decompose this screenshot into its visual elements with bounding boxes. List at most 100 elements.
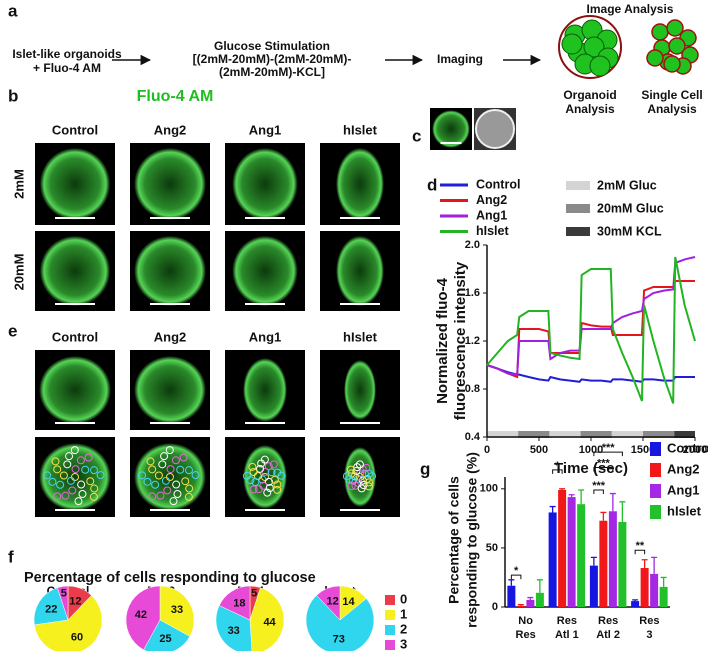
cell-roi — [264, 462, 273, 471]
cell-roi — [249, 468, 258, 477]
cell-roi — [53, 465, 62, 474]
legend-label: Ang2 — [667, 461, 700, 476]
significance-label: *** — [597, 457, 611, 469]
error-bar — [559, 488, 566, 490]
panel-label: e — [8, 321, 17, 340]
legend-label: 0 — [400, 591, 407, 606]
cell-roi — [242, 471, 251, 480]
organoid-image — [39, 356, 111, 424]
legend-label: Ang1 — [476, 208, 507, 222]
legend-label: Ang2 — [476, 193, 507, 207]
cell-roi — [53, 492, 62, 501]
cell-roi — [368, 472, 377, 481]
pie-slice — [249, 587, 285, 651]
x-tick-label: Atl 1 — [555, 629, 579, 641]
error-bar — [527, 596, 534, 600]
significance-bracket — [593, 489, 604, 494]
cell-roi — [251, 478, 260, 487]
error-bar — [600, 511, 607, 521]
cell-roi — [154, 471, 163, 480]
stimulation-band — [611, 431, 643, 438]
bar — [516, 605, 525, 607]
pie-value-label: 18 — [233, 597, 245, 609]
bar — [535, 592, 544, 607]
significance-label: * — [555, 460, 560, 472]
pie-value-label: 73 — [333, 634, 345, 646]
pie-value-label: 33 — [171, 604, 183, 616]
error-bar — [619, 501, 626, 522]
pie-value-label: 14 — [342, 596, 355, 608]
panel-label: c — [412, 126, 421, 145]
cell-roi — [148, 465, 157, 474]
x-tick-label: 3 — [646, 629, 652, 641]
cell-roi — [166, 465, 175, 474]
cell-icon — [583, 36, 605, 58]
line-series — [486, 256, 696, 376]
cell-roi — [172, 480, 181, 489]
bar — [599, 520, 608, 607]
organoid-image — [39, 443, 111, 511]
cell-roi — [151, 480, 160, 489]
bar — [640, 568, 649, 607]
panel-label: g — [420, 459, 430, 478]
organoid-image — [336, 235, 384, 307]
cell-icon — [589, 55, 611, 77]
cell-roi — [265, 484, 274, 493]
cell-roi — [360, 469, 369, 478]
cell-roi — [263, 488, 272, 497]
cell-roi — [156, 491, 165, 500]
workflow-step: Glucose Stimulation — [214, 39, 330, 53]
y-tick-label: 50 — [486, 542, 498, 554]
cell-roi — [184, 466, 193, 475]
panel-label: f — [8, 547, 14, 566]
cell-roi — [248, 462, 257, 471]
cell-icon — [561, 33, 583, 55]
single-cell-icon — [668, 37, 686, 55]
cell-roi — [43, 471, 52, 480]
error-bar — [590, 556, 597, 566]
cell-roi — [96, 471, 105, 480]
bar — [659, 586, 668, 607]
cell-roi — [138, 471, 147, 480]
panel-label: d — [427, 175, 437, 194]
y-axis-label: Percentage of cells — [446, 476, 462, 604]
cell-roi — [143, 477, 152, 486]
error-bar — [641, 559, 648, 568]
legend-swatch — [385, 595, 395, 605]
cell-roi — [176, 465, 185, 474]
bar — [507, 585, 516, 607]
analysis-title: Image Analysis — [587, 2, 674, 16]
cell-roi — [68, 486, 77, 495]
legend-swatch — [385, 610, 395, 620]
significance-label: *** — [602, 442, 616, 454]
cell-roi — [90, 484, 99, 493]
cell-roi — [365, 478, 374, 487]
cell-roi — [148, 492, 157, 501]
cell-roi — [70, 446, 79, 455]
significance-bracket — [510, 574, 522, 580]
error-bar — [568, 494, 575, 498]
y-tick-label: 1.2 — [465, 335, 480, 347]
x-tick-label: 1000 — [579, 444, 603, 456]
organoid-image — [39, 147, 111, 221]
organoid-bw — [475, 109, 515, 149]
legend-label: Ang1 — [667, 482, 700, 497]
pie-slice — [159, 585, 195, 637]
x-tick-label: 2000 — [683, 444, 707, 456]
significance-label: ** — [636, 540, 645, 552]
bar — [567, 497, 576, 607]
analysis-label: Organoid — [563, 88, 616, 102]
cell-roi — [273, 480, 282, 489]
pie-value-label: 44 — [263, 616, 276, 628]
organoid-image — [432, 110, 470, 148]
stimulation-label: 2mM Gluc — [597, 178, 657, 192]
organoid-image — [232, 147, 298, 221]
x-tick-label: Res — [516, 629, 536, 641]
x-tick-label: Res — [598, 615, 618, 627]
cell-roi — [76, 456, 85, 465]
x-tick-label: 500 — [530, 444, 548, 456]
column-label: Control — [52, 122, 98, 137]
pie-slice — [316, 585, 341, 621]
legend-label: Control — [667, 440, 708, 455]
